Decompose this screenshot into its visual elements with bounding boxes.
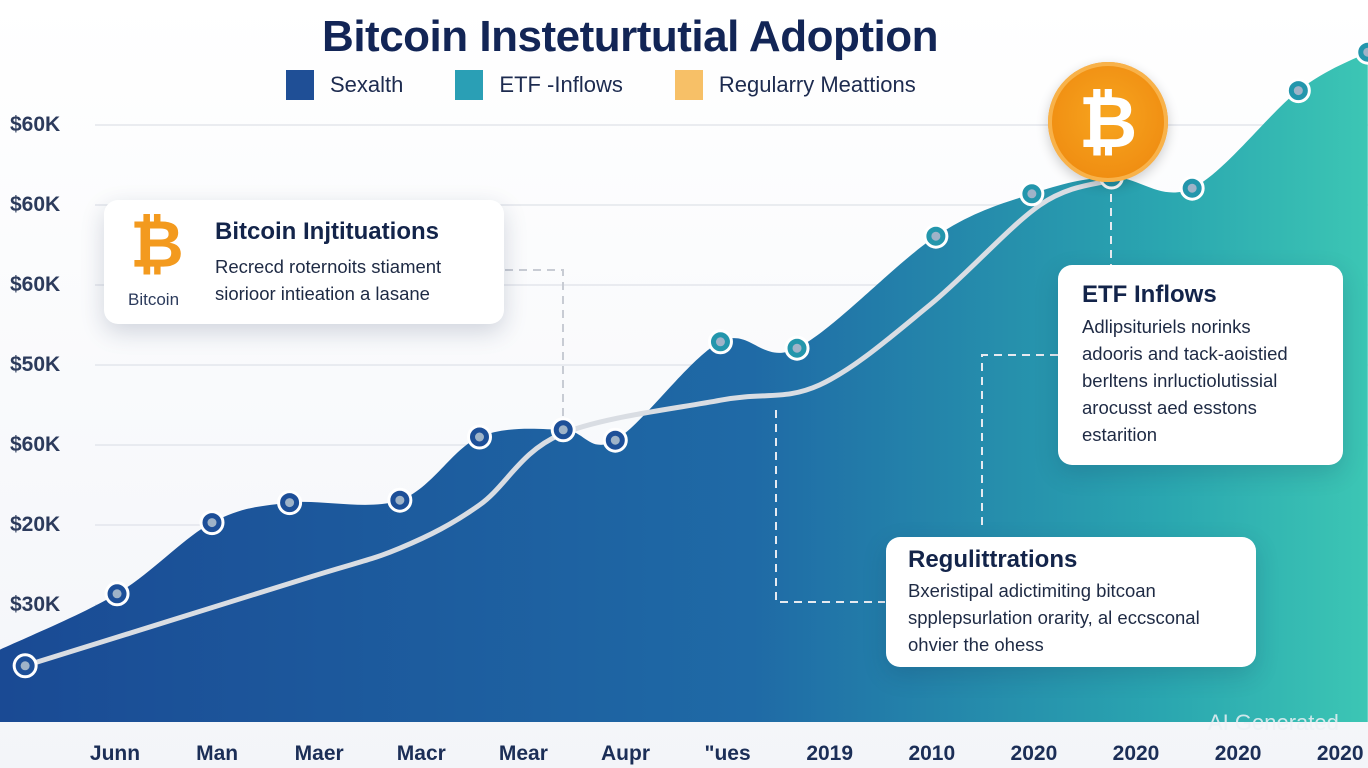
bitcoin-icon: ₿ — [130, 206, 184, 283]
x-tick-label: Man — [196, 742, 239, 765]
callout-title: Regulittrations — [908, 546, 1078, 573]
data-point — [104, 581, 130, 607]
x-tick-label: 2020 — [1214, 742, 1262, 765]
data-point — [387, 487, 413, 513]
x-tick-label: Junn — [89, 742, 141, 765]
legend-swatch — [286, 70, 314, 100]
callout-line: Bxeristipal adictimiting bitcoan — [908, 580, 1156, 601]
data-point — [1019, 181, 1045, 207]
y-tick-label: $20K — [10, 513, 61, 536]
data-point — [199, 510, 225, 536]
connector-etf — [981, 354, 1058, 530]
data-point — [1179, 175, 1205, 201]
y-tick-label: $60K — [10, 113, 61, 136]
callout-title: ETF Inflows — [1082, 281, 1217, 308]
legend-swatch — [455, 70, 484, 100]
data-point — [466, 424, 492, 450]
callout-title: Bitcoin Injtituations — [215, 218, 439, 245]
legend-label: Sexalth — [330, 72, 404, 97]
data-point — [1355, 39, 1368, 65]
data-point — [602, 427, 628, 453]
callout-text: Recrecd roternoits stiament siorioor int… — [215, 253, 441, 307]
connector-bitcoin — [505, 269, 564, 430]
legend-swatch — [674, 70, 703, 100]
callout-line: Adlipsituriels norinks — [1082, 316, 1251, 337]
x-tick-label: 2019 — [806, 742, 854, 765]
trend-line — [22, 177, 1113, 669]
y-tick-label: $50K — [10, 353, 61, 376]
legend-item: ETF -Inflows — [455, 70, 623, 100]
data-point — [12, 653, 38, 679]
callout-connectors — [505, 180, 1112, 603]
x-tick-label: Maer — [294, 742, 344, 765]
data-point — [277, 490, 303, 516]
x-tick-label: Mear — [498, 742, 548, 765]
x-tick-label: 2020 — [1112, 742, 1160, 765]
x-tick-label: 2020 — [1316, 742, 1364, 765]
legend: Sexalth ETF -Inflows Regularry Meattions — [286, 70, 968, 100]
callout-bitcoin: ₿ Bitcoin Bitcoin Injtituations Recrecd … — [104, 200, 504, 324]
data-point — [1285, 78, 1311, 104]
legend-label: Regularry Meattions — [718, 72, 916, 97]
callout-line: estarition — [1082, 424, 1158, 445]
watermark: AI Generated — [1208, 710, 1339, 735]
bitcoin-coin-icon: ₿ — [1048, 62, 1168, 182]
data-markers — [12, 39, 1368, 679]
callout-text: Bxeristipal adictimiting bitcoan sppleps… — [908, 577, 1200, 658]
y-tick-label: $30K — [10, 593, 61, 616]
callout-text: Adlipsituriels norinks adooris and tack-… — [1082, 313, 1288, 448]
x-tick-label: Aupr — [601, 742, 650, 765]
bitcoin-icon-label: Bitcoin — [128, 290, 180, 309]
callout-etf: ETF Inflows Adlipsituriels norinks adoor… — [1058, 265, 1343, 465]
data-point — [784, 335, 810, 361]
callout-line: Recrecd roternoits stiament — [215, 256, 442, 277]
data-point — [707, 329, 733, 355]
callout-line: siorioor intieation a lasane — [215, 283, 430, 304]
callout-line: arocusst aed esstons — [1082, 397, 1257, 418]
callout-line: berltens inrluctiolutissial — [1082, 370, 1278, 391]
x-tick-label: 2010 — [908, 742, 956, 765]
callout-regulations: Regulittrations Bxeristipal adictimiting… — [886, 537, 1256, 667]
callout-line: spplepsurlation orarity, al eccsconal — [908, 607, 1200, 628]
legend-item: Sexalth — [286, 70, 403, 100]
y-tick-label: $60K — [10, 273, 61, 296]
data-point — [923, 223, 949, 249]
x-tick-label: Macr — [396, 742, 446, 765]
connector-reg — [775, 410, 885, 603]
data-point — [550, 417, 576, 443]
legend-item: Regularry Meattions — [674, 70, 916, 100]
y-tick-label: $60K — [10, 433, 61, 456]
callout-line: ohvier the ohess — [908, 634, 1044, 655]
legend-label: ETF -Inflows — [499, 72, 623, 97]
x-tick-label: "ues — [704, 742, 751, 765]
x-tick-label: 2020 — [1010, 742, 1058, 765]
callout-line: adooris and tack-aoistied — [1082, 343, 1288, 364]
y-tick-label: $60K — [10, 193, 61, 216]
chart-title: Bitcoin Insteturtutial Adoption — [322, 12, 938, 61]
